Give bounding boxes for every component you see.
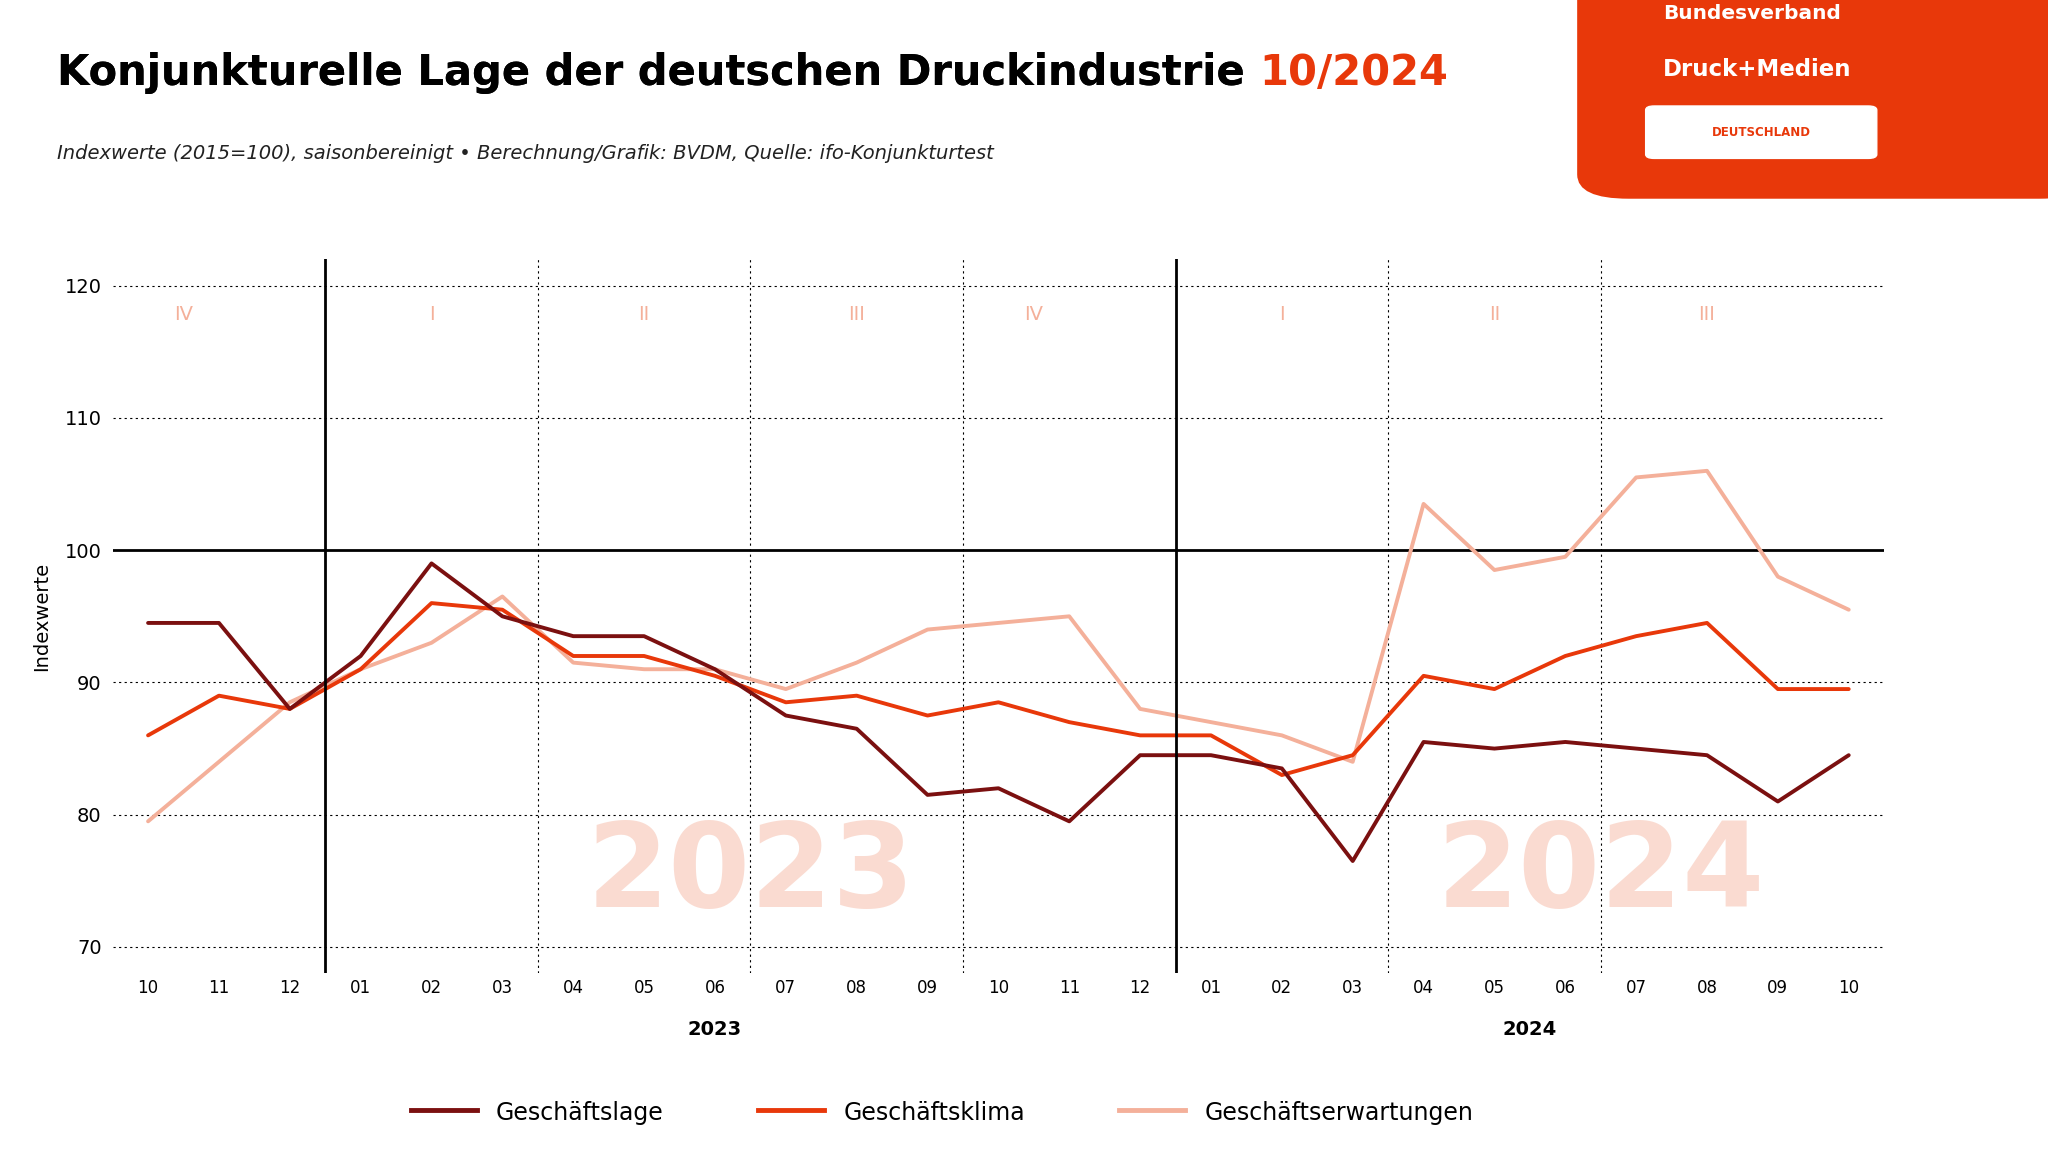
Text: III: III bbox=[1698, 305, 1716, 325]
Text: 2024: 2024 bbox=[1503, 1020, 1556, 1038]
Text: I: I bbox=[428, 305, 434, 325]
Text: Druck+Medien: Druck+Medien bbox=[1663, 59, 1851, 81]
Text: 10/2024: 10/2024 bbox=[1260, 52, 1448, 93]
Text: DEUTSCHLAND: DEUTSCHLAND bbox=[1712, 126, 1810, 138]
Text: Konjunkturelle Lage der deutschen Druckindustrie: Konjunkturelle Lage der deutschen Drucki… bbox=[57, 52, 1260, 93]
Y-axis label: Indexwerte: Indexwerte bbox=[31, 562, 51, 670]
Text: II: II bbox=[639, 305, 649, 325]
Text: III: III bbox=[848, 305, 864, 325]
Legend: Geschäftslage, Geschäftsklima, Geschäftserwartungen: Geschäftslage, Geschäftsklima, Geschäfts… bbox=[401, 1091, 1483, 1135]
FancyBboxPatch shape bbox=[1647, 106, 1876, 159]
Text: II: II bbox=[1489, 305, 1499, 325]
FancyBboxPatch shape bbox=[1577, 0, 2048, 199]
Text: Konjunkturelle Lage der deutschen Druckindustrie: Konjunkturelle Lage der deutschen Drucki… bbox=[57, 52, 1260, 93]
Text: 2023: 2023 bbox=[688, 1020, 741, 1038]
Text: IV: IV bbox=[174, 305, 193, 325]
Text: I: I bbox=[1280, 305, 1284, 325]
Text: 2023: 2023 bbox=[586, 817, 915, 932]
Text: IV: IV bbox=[1024, 305, 1042, 325]
Text: Indexwerte (2015=100), saisonbereinigt • Berechnung/Grafik: BVDM, Quelle: ifo-Ko: Indexwerte (2015=100), saisonbereinigt •… bbox=[57, 144, 993, 162]
Text: Bundesverband: Bundesverband bbox=[1663, 3, 1841, 23]
Text: 2024: 2024 bbox=[1436, 817, 1765, 932]
